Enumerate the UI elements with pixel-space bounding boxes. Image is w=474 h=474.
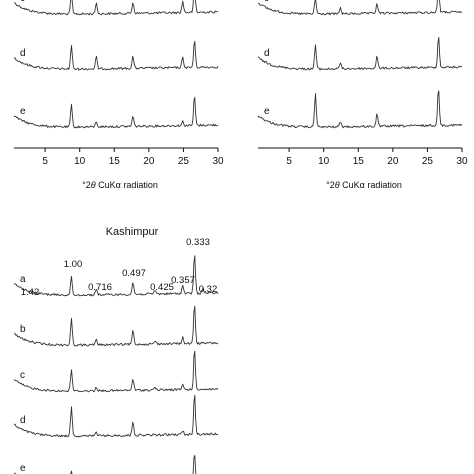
diffraction-trace-e (257, 90, 463, 129)
x-axis-label-theta: θ (335, 180, 340, 190)
trace-label-b: b (20, 324, 26, 335)
x-tick-label-5: 5 (286, 156, 292, 167)
xrd-panel-3: abcdeKashimpur1.421.000.7160.4970.4250.3… (13, 226, 219, 474)
x-axis-label: °2θ CuKα radiation (82, 180, 158, 190)
x-tick-label-25: 25 (178, 156, 190, 167)
xrd-panel-1: c d e 5 10 15 20 25 30 °2θ CuKα radiation (13, 0, 224, 190)
peak-label-7: 0.32 (199, 284, 218, 295)
diffraction-trace-d (13, 394, 219, 438)
x-tick-label-30: 30 (456, 156, 468, 167)
peak-label-2: 0.716 (88, 282, 112, 293)
diffraction-trace-e (13, 97, 219, 129)
trace-label-d: d (20, 48, 26, 59)
x-axis-label-rest: CuKα radiation (96, 180, 158, 190)
x-tick-label-30: 30 (212, 156, 224, 167)
diffraction-trace-b (13, 305, 219, 347)
trace-label-c: c (20, 370, 25, 381)
trace-label-e: e (20, 106, 26, 117)
x-axis-label: °2θ CuKα radiation (326, 180, 402, 190)
x-tick-label-20: 20 (143, 156, 155, 167)
diffraction-trace-a (13, 255, 219, 297)
diffraction-trace-c (257, 0, 463, 16)
trace-label-d: d (264, 48, 270, 59)
x-tick-label-10: 10 (74, 156, 86, 167)
x-tick-label-20: 20 (387, 156, 399, 167)
peak-label-1: 1.00 (64, 259, 83, 270)
peak-label-6: 0.333 (186, 237, 210, 248)
peak-label-0: 1.42 (21, 287, 40, 298)
chart-title: Kashimpur (106, 226, 159, 238)
diffraction-trace-e (13, 454, 197, 474)
xrd-panel-2: c d e 5 10 15 20 25 30 °2θ CuKα radiation (257, 0, 468, 190)
trace-label-e: e (264, 106, 270, 117)
trace-label-e: e (20, 463, 26, 474)
x-axis-label-prefix: °2 (326, 180, 335, 190)
trace-label-c: c (20, 0, 25, 4)
x-axis-label-prefix: °2 (82, 180, 91, 190)
diffraction-trace-c (14, 0, 219, 16)
peak-label-3: 0.497 (122, 268, 146, 279)
x-axis-label-theta: θ (91, 180, 96, 190)
x-tick-label-15: 15 (353, 156, 365, 167)
diffraction-trace-d (257, 36, 463, 71)
trace-label-d: d (20, 415, 26, 426)
x-tick-label-5: 5 (42, 156, 48, 167)
x-axis-label-rest: CuKα radiation (340, 180, 402, 190)
x-tick-label-10: 10 (318, 156, 330, 167)
x-tick-label-25: 25 (422, 156, 434, 167)
trace-label-c: c (264, 0, 269, 4)
peak-label-5: 0.357 (171, 275, 195, 286)
peak-label-4: 0.425 (150, 282, 174, 293)
trace-label-a: a (20, 274, 26, 285)
x-tick-label-15: 15 (109, 156, 121, 167)
diffraction-trace-d (13, 40, 219, 71)
diffraction-trace-c (13, 350, 219, 393)
